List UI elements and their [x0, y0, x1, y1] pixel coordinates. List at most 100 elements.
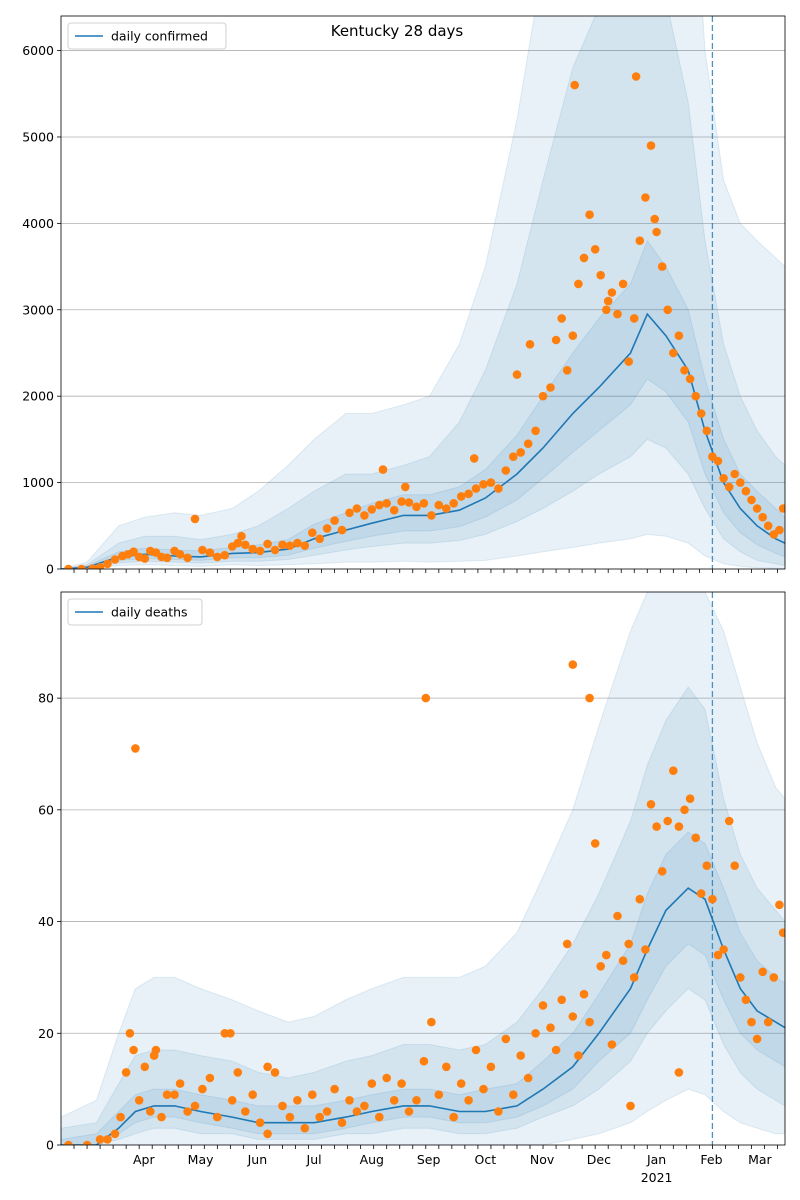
data-point [213, 1112, 222, 1122]
x-tick-label: Sep [417, 1152, 441, 1167]
plot-area [61, 16, 785, 569]
data-point [596, 270, 605, 280]
data-point [352, 1107, 362, 1116]
data-point [618, 279, 628, 289]
data-point [613, 309, 622, 319]
data-point [330, 516, 339, 525]
figure-title: Kentucky 28 days [331, 22, 464, 40]
data-point [702, 426, 712, 436]
data-point [752, 1034, 762, 1044]
data-point [568, 331, 578, 341]
data-point [110, 555, 120, 564]
data-point [285, 541, 295, 550]
data-point [696, 409, 706, 418]
data-point [198, 545, 207, 555]
data-point [140, 1062, 150, 1072]
data-point [412, 1096, 421, 1105]
data-point [183, 553, 192, 563]
data-point [146, 1107, 155, 1116]
data-point [603, 296, 613, 306]
data-point [736, 973, 745, 982]
data-point [213, 552, 222, 562]
data-point [308, 1090, 317, 1099]
data-point [103, 559, 112, 569]
data-point [585, 693, 594, 703]
data-point [486, 1062, 496, 1072]
data-point [255, 546, 265, 556]
data-point [747, 1017, 756, 1027]
data-point [434, 500, 444, 510]
data-point [427, 1017, 436, 1027]
data-point [300, 1123, 310, 1133]
y-tick-label: 4000 [22, 216, 54, 231]
data-point [129, 1045, 138, 1055]
data-point [162, 1090, 172, 1099]
data-point [479, 480, 488, 489]
data-point [758, 512, 767, 522]
data-point [531, 426, 540, 436]
data-point [501, 1034, 511, 1044]
data-point [233, 538, 243, 548]
uncertainty-band-2 [61, 686, 785, 1145]
data-point [607, 288, 617, 297]
data-point [110, 1129, 120, 1139]
data-point [479, 1084, 488, 1094]
data-point [674, 1068, 684, 1077]
data-point [157, 1112, 166, 1122]
data-point [752, 504, 762, 513]
data-point [525, 340, 535, 349]
data-point [397, 497, 406, 506]
data-point [741, 995, 751, 1005]
uncertainty-band-2 [61, 16, 785, 569]
y-axis: 0 20 40 60 80 [38, 691, 61, 1153]
data-point [562, 366, 572, 375]
data-point [95, 1135, 105, 1144]
data-point [175, 550, 185, 559]
data-point [270, 1068, 280, 1077]
data-point [456, 1079, 466, 1088]
y-tick-label: 3000 [22, 302, 54, 317]
axes-frame [60, 591, 786, 1146]
data-point [585, 1017, 594, 1027]
data-point [285, 1112, 295, 1122]
data-point [663, 816, 672, 826]
data-point [568, 1012, 578, 1021]
x-tick-label: Mar [748, 1152, 772, 1167]
data-point [713, 456, 723, 466]
data-point [631, 72, 641, 81]
data-point [125, 1029, 135, 1038]
data-point [401, 482, 410, 492]
data-point [471, 1045, 481, 1055]
data-point [293, 1096, 302, 1105]
data-point [237, 531, 246, 541]
data-point [95, 563, 105, 569]
data-point [708, 894, 717, 904]
data-point [531, 1029, 540, 1038]
uncertainty-band-3 [61, 239, 785, 569]
data-point [724, 482, 734, 492]
x-tick-year-label: 2021 [641, 1170, 673, 1185]
data-point [162, 553, 172, 563]
data-point [607, 1040, 617, 1049]
x-tick-label: Dec [587, 1152, 611, 1167]
data-point [263, 1129, 272, 1139]
data-point [367, 1079, 377, 1088]
data-point [308, 528, 317, 537]
x-tick-label: Jan [646, 1152, 666, 1167]
data-point [724, 816, 734, 826]
y-tick-label: 5000 [22, 129, 54, 144]
data-point [568, 660, 578, 669]
observed-points [64, 660, 785, 1145]
data-point [538, 391, 548, 401]
x-axis: Apr May Jun Jul Aug Sep Oct Nov Dec Jan 2021 Feb Mar [73, 1145, 778, 1185]
data-point [330, 1084, 339, 1094]
data-point [629, 973, 639, 982]
data-point [337, 1118, 347, 1127]
data-point [198, 1084, 207, 1094]
data-point [278, 540, 287, 550]
data-point [449, 1112, 459, 1122]
data-point [546, 383, 555, 392]
data-point [719, 474, 728, 483]
data-point [696, 889, 706, 898]
data-point [713, 950, 723, 960]
